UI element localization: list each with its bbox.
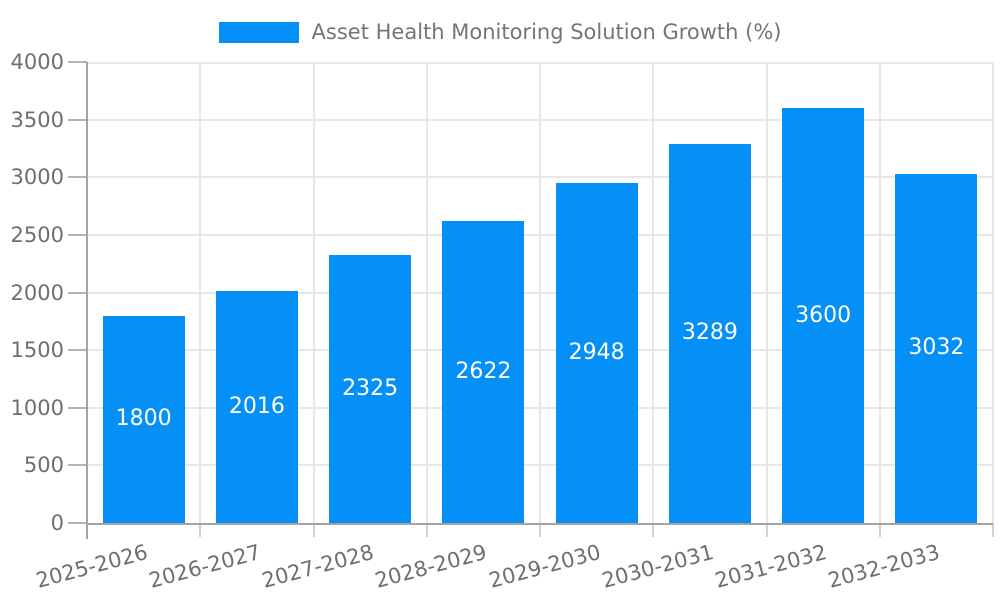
bar-value-label: 2016 <box>228 393 285 419</box>
y-axis-tick <box>68 118 87 121</box>
y-axis-tick <box>68 464 87 467</box>
y-axis-tick <box>68 406 87 409</box>
y-axis-tick <box>68 522 87 524</box>
bar-value-label: 2622 <box>455 358 512 384</box>
bar[interactable] <box>895 173 978 523</box>
x-gridline <box>878 62 881 523</box>
x-gridline <box>992 62 994 523</box>
x-axis-tick <box>86 523 88 539</box>
x-gridline <box>312 62 315 523</box>
y-axis-label: 0 <box>50 511 64 535</box>
x-axis-tick <box>199 523 202 537</box>
y-axis-tick <box>68 233 87 236</box>
bar[interactable] <box>215 290 298 523</box>
x-gridline <box>539 62 541 523</box>
bar[interactable] <box>555 183 638 523</box>
y-axis-label: 3000 <box>10 165 64 190</box>
bar[interactable] <box>668 143 751 523</box>
x-gridline <box>199 62 202 523</box>
bar-value-label: 2948 <box>568 340 625 366</box>
x-gridline <box>652 62 655 523</box>
bar-value-label: 1800 <box>115 406 172 432</box>
bar[interactable] <box>102 315 185 523</box>
bar-value-label: 2325 <box>342 376 399 402</box>
y-axis-tick <box>68 349 87 352</box>
legend-swatch-icon <box>218 21 299 43</box>
y-axis-label: 1000 <box>10 395 64 420</box>
x-axis-tick <box>425 523 428 537</box>
bar[interactable] <box>329 255 412 523</box>
x-axis-tick <box>878 523 881 537</box>
bar-value-label: 3289 <box>681 320 738 346</box>
bar[interactable] <box>782 108 865 523</box>
bar-value-label: 3032 <box>908 335 965 361</box>
x-axis-tick <box>312 523 315 537</box>
y-axis-line <box>86 62 88 523</box>
x-axis-tick <box>992 523 994 537</box>
y-axis-label: 4000 <box>10 50 64 74</box>
bar[interactable] <box>442 220 525 523</box>
y-axis-label: 1500 <box>10 338 64 363</box>
y-axis-label: 2000 <box>10 280 64 305</box>
legend-item[interactable]: Asset Health Monitoring Solution Growth … <box>218 20 782 44</box>
y-axis-label: 2500 <box>10 222 64 247</box>
x-axis-tick <box>539 523 541 537</box>
x-gridline <box>425 62 428 523</box>
y-axis-tick <box>68 291 87 294</box>
x-axis-line <box>87 523 993 525</box>
y-axis-label: 3500 <box>10 107 64 132</box>
legend-label: Asset Health Monitoring Solution Growth … <box>311 20 782 44</box>
x-axis-tick <box>652 523 655 537</box>
plot-area <box>87 62 994 523</box>
y-axis-tick <box>68 61 87 63</box>
y-axis-tick <box>68 176 87 179</box>
legend: Asset Health Monitoring Solution Growth … <box>0 20 1000 44</box>
x-gridline <box>765 62 768 523</box>
y-axis-label: 500 <box>23 453 64 478</box>
x-axis-tick <box>765 523 768 537</box>
bar-value-label: 3600 <box>795 302 852 328</box>
